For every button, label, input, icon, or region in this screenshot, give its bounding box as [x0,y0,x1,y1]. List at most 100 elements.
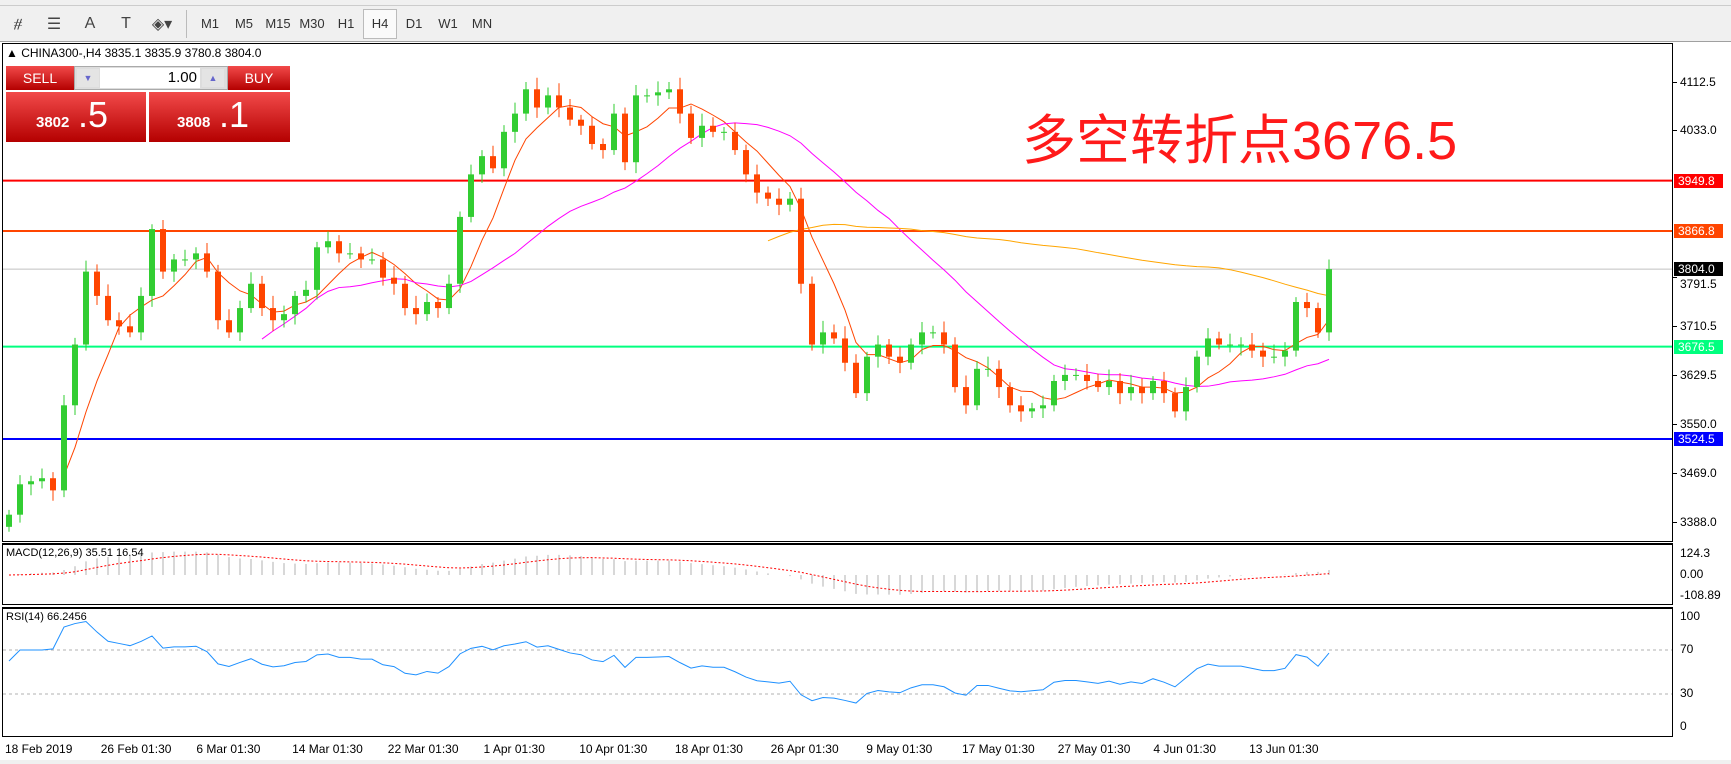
candle [622,107,628,171]
candle [1139,378,1145,404]
tab-w1[interactable]: W1 [438,16,458,31]
candle-body [105,295,111,321]
candle [798,187,804,294]
arrows-icon[interactable]: ◈▾ [151,15,173,33]
candle-body [303,289,309,296]
candle [710,117,716,138]
candle-body [138,295,144,333]
macd-panel[interactable] [2,543,1673,605]
candle [853,354,859,399]
price-axis-label: 3388.0 [1680,514,1717,529]
candle [886,339,892,364]
buy-button[interactable]: BUY [228,66,290,90]
tab-mn[interactable]: MN [471,16,493,31]
candle [1128,374,1134,401]
candle [1029,402,1035,419]
lot-input[interactable]: 1.00 [100,68,200,88]
candle [611,103,617,155]
candle [28,475,34,496]
pivot-annotation: 多空转折点3676.5 [1022,111,1458,171]
date-axis-label: 4 Jun 01:30 [1153,742,1217,756]
candle [61,394,67,498]
candle [1326,259,1332,341]
candle [1282,342,1288,367]
candle-body [1150,380,1156,394]
candle-body [952,344,958,388]
date-axis-label: 17 May 01:30 [962,742,1035,756]
candle-body [1172,393,1178,412]
text-icon[interactable]: A [84,14,96,32]
candle [1161,371,1167,403]
candle-body [655,92,661,96]
one-click-trading: SELL ▼ 1.00 ▲ BUY 3802 .5 3808 .1 [6,66,290,142]
candle [424,293,430,321]
macd-axis-label: -108.89 [1680,588,1721,602]
candle-body [1260,350,1266,357]
tab-m5[interactable]: M5 [234,16,254,31]
candle [1040,395,1046,419]
candle-body [17,484,23,515]
sell-button[interactable]: SELL [6,66,74,90]
candle [160,219,166,279]
candle [336,235,342,263]
candle [369,248,375,265]
candle-body [798,198,804,284]
tab-m1[interactable]: M1 [200,16,220,31]
tab-h4[interactable]: H4 [363,8,397,39]
candle-body [941,332,947,345]
candle [435,297,441,318]
candle [776,188,782,216]
candle-body [600,143,606,151]
candle-body [732,131,738,151]
price-axis-label: 3629.5 [1680,368,1717,383]
candle [787,191,793,212]
candle-body [754,174,760,193]
text-label-icon[interactable]: T [121,14,131,32]
candle [215,264,221,330]
sell-price: 3802 [36,114,70,131]
sell-price-button[interactable]: 3802 .5 [6,92,146,142]
decrease-lot-icon[interactable]: ▼ [77,69,99,87]
buy-price-button[interactable]: 3808 .1 [149,92,290,142]
candle [820,320,826,354]
tab-h1[interactable]: H1 [337,16,355,31]
candle [314,241,320,300]
fibonacci-icon[interactable]: ☰ [46,15,62,33]
increase-lot-icon[interactable]: ▲ [202,69,224,87]
tab-d1[interactable]: D1 [405,16,423,31]
candle-body [622,113,628,163]
candle [842,326,848,372]
candle [402,275,408,316]
candle [325,231,331,254]
line-studies-icon[interactable]: ⧣ [13,14,23,32]
candle-body [875,344,881,357]
candle-body [1205,338,1211,357]
candle-body [50,478,56,491]
candle [699,113,705,148]
candle [501,125,507,177]
candle-body [336,241,342,254]
candle [149,224,155,307]
candle-body [61,405,67,491]
candle [677,77,683,124]
level-tag: 3804.0 [1674,262,1723,277]
date-axis-label: 14 Mar 01:30 [292,742,363,756]
candle [655,81,661,106]
rsi-panel[interactable] [2,607,1673,737]
candle-body [72,344,78,406]
candle-body [402,283,408,309]
candle-body [160,229,166,272]
date-axis-label: 26 Feb 01:30 [100,742,172,756]
candle [952,337,958,393]
candle-body [226,320,232,333]
candle-body [468,174,474,217]
candle [17,475,23,523]
tab-m30[interactable]: M30 [299,16,325,31]
tab-m15[interactable]: M15 [265,16,291,31]
price-chart[interactable] [2,43,1673,542]
candle-body [864,356,870,394]
candle [963,375,969,414]
axis-tick [1673,472,1677,474]
candle-body [259,283,265,309]
candle-body [996,368,1002,388]
